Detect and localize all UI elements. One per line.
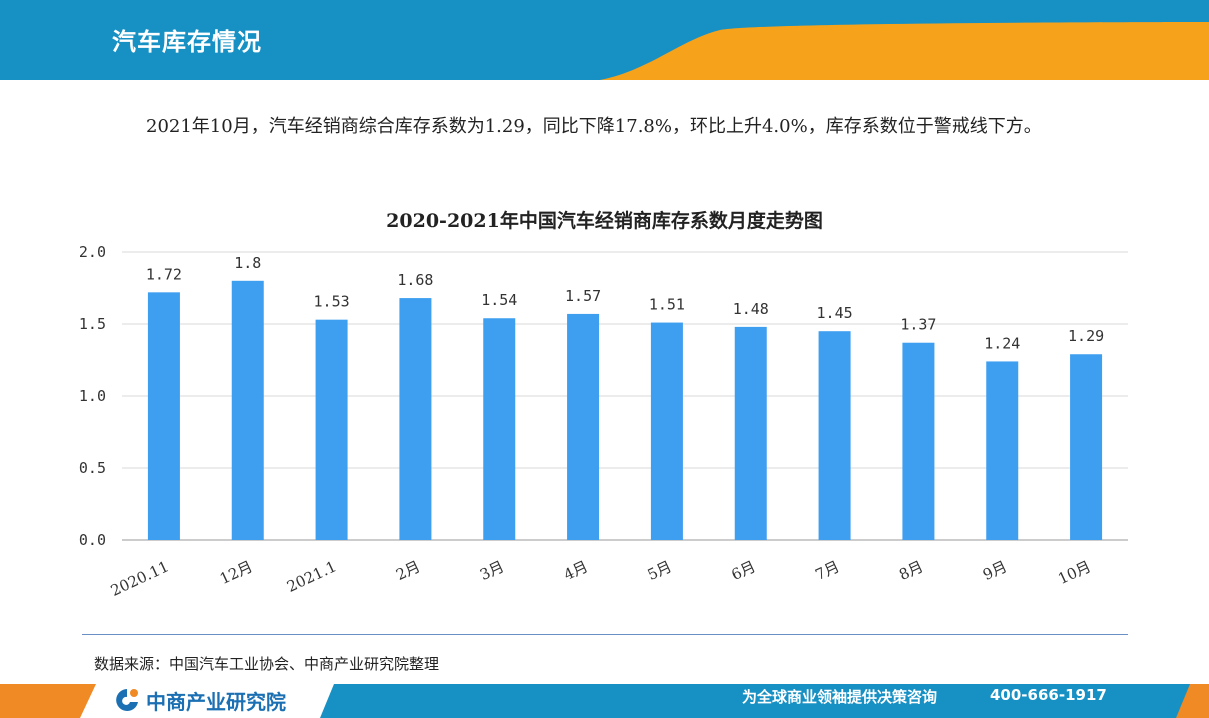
bar <box>902 342 935 540</box>
x-tick-label: 7月 <box>812 557 842 584</box>
x-tick-label: 4月 <box>561 557 591 584</box>
y-tick-label: 2.0 <box>79 243 106 261</box>
bar-value-label: 1.51 <box>649 296 685 314</box>
separator-line <box>82 634 1128 635</box>
x-tick-label: 2月 <box>393 557 423 584</box>
bar <box>147 292 180 540</box>
description-paragraph: 2021年10月，汽车经销商综合库存系数为1.29，同比下降17.8%，环比上升… <box>146 116 1042 137</box>
company-logo-icon <box>116 689 138 711</box>
bar-value-label: 1.48 <box>733 300 769 318</box>
page-title: 汽车库存情况 <box>112 28 262 56</box>
bar-value-label: 1.8 <box>234 254 261 272</box>
chart-title: 2020-2021年中国汽车经销商库存系数月度走势图 <box>386 210 823 232</box>
bar <box>986 361 1019 540</box>
bar-value-label: 1.45 <box>817 304 853 322</box>
y-tick-label: 1.0 <box>79 387 106 405</box>
x-tick-label: 2020.11 <box>108 557 172 600</box>
x-tick-label: 8月 <box>896 557 926 584</box>
footer-phone: 400-666-1917 <box>990 686 1107 704</box>
bar <box>650 322 683 540</box>
bar <box>231 280 264 540</box>
bar-value-label: 1.54 <box>481 291 517 309</box>
footer-blue-band <box>320 684 1209 718</box>
bar-value-label: 1.53 <box>314 293 350 311</box>
bar <box>399 298 432 540</box>
bar <box>567 313 600 540</box>
bar-value-label: 1.37 <box>900 316 936 334</box>
bar <box>818 331 851 540</box>
x-tick-label: 3月 <box>477 557 507 584</box>
y-tick-label: 0.0 <box>79 531 106 549</box>
x-tick-label: 12月 <box>217 557 256 588</box>
bar-value-label: 1.29 <box>1068 327 1104 345</box>
x-tick-label: 2021.1 <box>284 557 339 596</box>
x-tick-label: 10月 <box>1055 557 1094 588</box>
data-source-note: 数据来源：中国汽车工业协会、中商产业研究院整理 <box>94 655 440 673</box>
bar-value-label: 1.68 <box>397 271 433 289</box>
footer-slogan: 为全球商业领袖提供决策咨询 <box>742 688 938 706</box>
y-tick-label: 1.5 <box>79 315 106 333</box>
x-tick-label: 9月 <box>980 557 1010 584</box>
x-tick-label: 6月 <box>729 557 759 584</box>
bar-value-label: 1.57 <box>565 287 601 305</box>
bar <box>315 319 348 540</box>
header-accent-shape <box>600 22 1209 80</box>
footer-bar <box>0 684 1209 718</box>
x-tick-label: 5月 <box>645 557 675 584</box>
footer-orange-tip <box>1176 684 1209 718</box>
bar <box>1070 354 1103 540</box>
bar-value-label: 1.24 <box>984 334 1020 352</box>
bar <box>734 326 767 540</box>
footer-orange-stripe <box>0 684 96 718</box>
bar <box>483 318 516 540</box>
y-tick-label: 0.5 <box>79 459 106 477</box>
bar-value-label: 1.72 <box>146 265 182 283</box>
header-orange-wave <box>600 22 1209 80</box>
company-logo-text: 中商产业研究院 <box>146 690 286 714</box>
bar-chart: 0.0 0.5 1.0 1.5 2.0 1.72 2020.11 1.8 12月 1.53 2021… <box>79 243 1128 600</box>
